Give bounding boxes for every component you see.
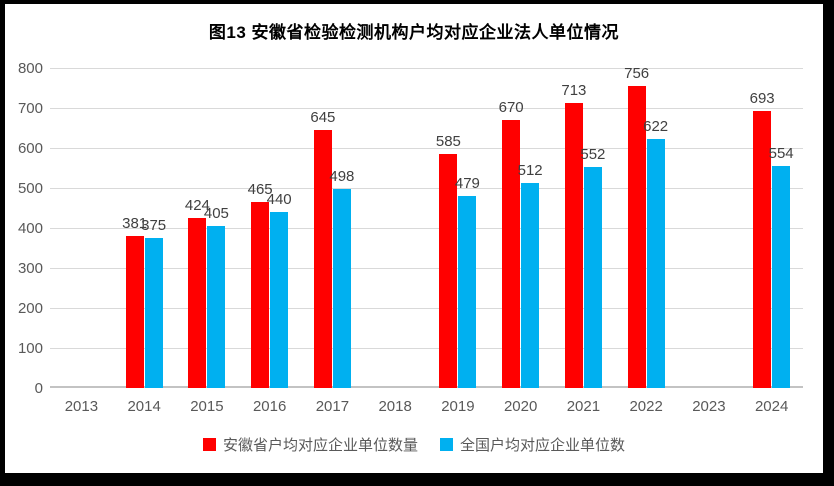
legend-label: 安徽省户均对应企业单位数量 — [222, 437, 418, 454]
data-label-series2-2019: 479 — [454, 175, 480, 192]
gridline — [50, 348, 803, 349]
data-label-series2-2021: 552 — [580, 146, 606, 163]
category-slot-2020: 670 512 2020 — [489, 68, 552, 415]
category-slot-2018: 2018 — [364, 68, 427, 415]
category-slot-2017: 645 498 2017 — [301, 68, 364, 415]
x-tick-label-2013: 2013 — [64, 398, 99, 415]
gridline — [50, 68, 803, 69]
legend: 安徽省户均对应企业单位数量 全国户均对应企业单位数 — [5, 434, 823, 455]
gridline — [50, 268, 803, 269]
data-label-series2-2017: 498 — [329, 168, 355, 185]
x-tick-label-2018: 2018 — [378, 398, 412, 415]
category-slot-2016: 465 440 2016 — [238, 68, 301, 415]
data-label-series1-2020: 670 — [498, 99, 524, 116]
bar-series1-2022 — [627, 86, 646, 388]
x-tick-label-2017: 2017 — [315, 398, 350, 415]
data-label-series1-2022: 756 — [624, 65, 650, 82]
legend-item-series1: 安徽省户均对应企业单位数量 — [202, 434, 418, 455]
y-tick-label: 100 — [17, 340, 43, 357]
legend-item-series2: 全国户均对应企业单位数 — [440, 434, 625, 455]
y-tick-label: 800 — [17, 60, 43, 77]
data-label-series2-2024: 554 — [768, 145, 794, 162]
category-slot-2014: 381 375 2014 — [113, 68, 176, 415]
bar-series1-2014 — [125, 236, 144, 388]
data-label-series1-2024: 693 — [749, 90, 775, 107]
x-tick-label-2015: 2015 — [190, 398, 224, 415]
data-label-series2-2015: 405 — [203, 205, 229, 222]
y-tick-label: 0 — [34, 380, 43, 397]
x-tick-label-2023: 2023 — [692, 398, 726, 415]
x-tick-label-2020: 2020 — [503, 398, 538, 415]
data-label-series1-2021: 713 — [561, 82, 587, 99]
bar-series2-2024 — [772, 166, 791, 388]
bar-series2-2022 — [646, 139, 665, 388]
x-tick-label-2014: 2014 — [127, 398, 161, 415]
data-label-series2-2016: 440 — [266, 191, 292, 208]
y-tick-label: 400 — [17, 220, 43, 237]
data-label-series2-2022: 622 — [643, 118, 669, 135]
bar-series1-2020 — [502, 120, 521, 388]
gridline — [50, 108, 803, 109]
bar-series1-2016 — [251, 202, 270, 388]
bar-series1-2024 — [753, 111, 772, 388]
y-tick-label: 200 — [17, 300, 43, 317]
bar-series2-2016 — [270, 212, 289, 388]
x-tick-label-2016: 2016 — [252, 398, 287, 415]
x-tick-label-2022: 2022 — [629, 398, 663, 415]
bar-series2-2014 — [144, 238, 163, 388]
legend-swatch-icon — [202, 438, 216, 451]
bar-series1-2017 — [313, 130, 332, 388]
bar-series2-2017 — [332, 189, 351, 388]
bar-series2-2021 — [583, 167, 602, 388]
category-slot-2013: 2013 — [50, 68, 113, 415]
x-tick-label-2021: 2021 — [566, 398, 601, 415]
bar-series1-2021 — [564, 103, 583, 388]
data-label-series1-2019: 585 — [435, 133, 461, 150]
y-tick-label: 700 — [17, 100, 43, 117]
bar-series1-2015 — [188, 218, 207, 388]
y-tick-label: 500 — [17, 180, 43, 197]
plot-area: 2013 381 375 2014 424 405 2015 465 440 2016 645 498… — [50, 65, 803, 415]
category-slot-2015: 424 405 2015 — [176, 68, 239, 415]
data-label-series1-2016: 465 — [247, 181, 273, 198]
bar-series1-2019 — [439, 154, 458, 388]
chart-title: 图13 安徽省检验检测机构户均对应企业法人单位情况 — [208, 23, 620, 42]
category-slot-2024: 693 554 2024 — [740, 68, 803, 415]
data-label-series1-2014: 381 — [122, 215, 148, 232]
gridline — [50, 228, 803, 229]
x-tick-label-2024: 2024 — [754, 398, 789, 415]
y-tick-label: 300 — [17, 260, 43, 277]
legend-label: 全国户均对应企业单位数 — [460, 437, 626, 454]
category-slot-2021: 713 552 2021 — [552, 68, 615, 415]
bar-series2-2019 — [458, 196, 477, 388]
x-axis-line — [50, 386, 803, 388]
x-tick-label-2019: 2019 — [441, 398, 475, 415]
bar-series2-2020 — [521, 183, 540, 388]
data-label-series1-2015: 424 — [184, 197, 210, 214]
category-slot-2019: 585 479 2019 — [427, 68, 490, 415]
data-label-series2-2020: 512 — [517, 162, 543, 179]
y-axis: 0 100 200 300 400 500 600 700 800 — [5, 61, 43, 396]
data-label-series1-2017: 645 — [310, 109, 336, 126]
gridline — [50, 148, 803, 149]
bar-series2-2015 — [207, 226, 226, 388]
category-slot-2022: 756 622 2022 — [615, 65, 678, 415]
data-label-series2-2014: 375 — [141, 217, 167, 234]
category-slot-2023: 2023 — [678, 68, 741, 415]
legend-swatch-icon — [440, 438, 453, 451]
gridline — [50, 308, 803, 309]
y-tick-label: 600 — [17, 140, 43, 157]
gridline — [50, 188, 803, 189]
